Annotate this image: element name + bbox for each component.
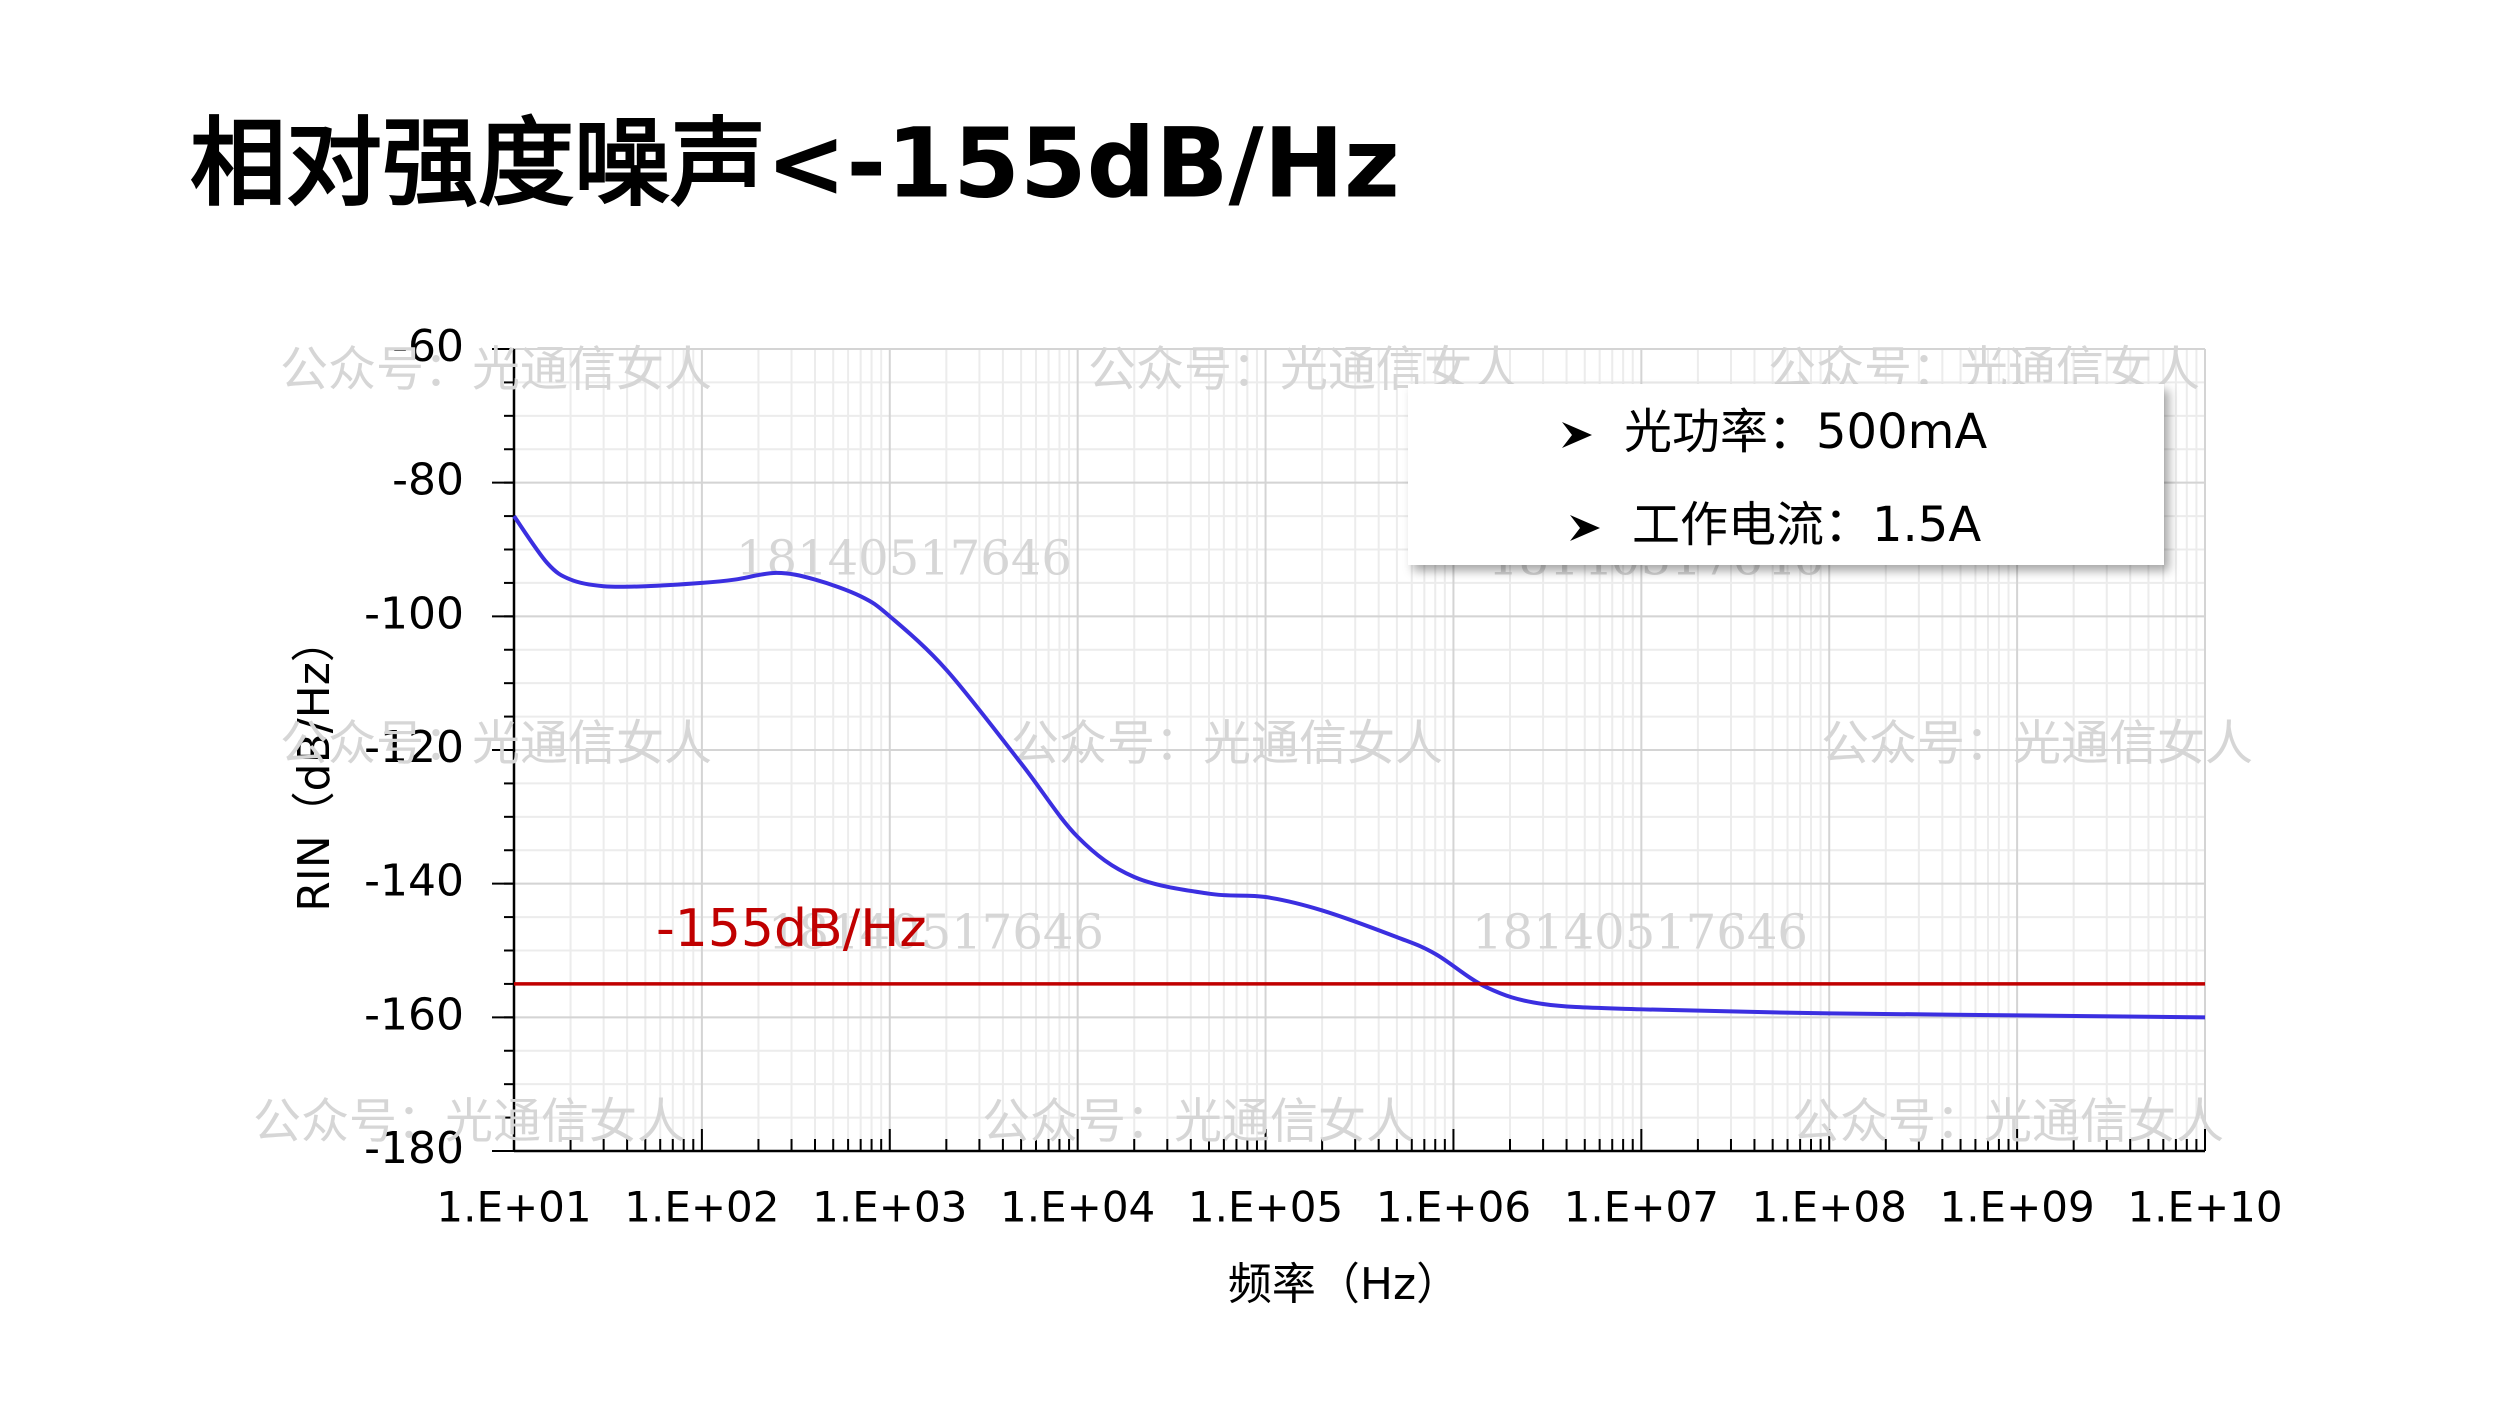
- y-tick-label: -60: [392, 321, 464, 372]
- y-tick-label: -120: [364, 722, 464, 773]
- x-tick-label: 1.E+10: [2127, 1183, 2282, 1232]
- y-tick-label: -160: [364, 989, 464, 1040]
- x-tick-label: 1.E+08: [1752, 1183, 1907, 1232]
- y-tick-label: -180: [364, 1123, 464, 1174]
- watermark: 18140517646: [736, 531, 1072, 587]
- watermark: 18140517646: [1472, 905, 1808, 961]
- x-tick-label: 1.E+09: [1939, 1183, 2094, 1232]
- x-tick-label: 1.E+03: [812, 1183, 967, 1232]
- x-tick-label: 1.E+06: [1376, 1183, 1531, 1232]
- annotation: -155dB/Hz: [656, 899, 927, 959]
- x-axis-title: 频率（Hz）: [1228, 1259, 1460, 1310]
- watermark: 公众号：光通信女人: [1821, 716, 2253, 772]
- watermark: 18140517646: [768, 905, 1104, 961]
- y-tick-label: -140: [364, 856, 464, 907]
- watermark: 公众号：光通信女人: [1792, 1094, 2224, 1150]
- bullet-arrow: [1562, 422, 1592, 448]
- watermark: 公众号：光通信女人: [280, 342, 712, 398]
- watermark: 公众号：光通信女人: [253, 1094, 685, 1150]
- watermark: 公众号：光通信女人: [982, 1094, 1414, 1150]
- y-tick-label: -100: [364, 588, 464, 639]
- x-tick-label: 1.E+04: [1000, 1183, 1155, 1232]
- x-tick-label: 1.E+05: [1188, 1183, 1343, 1232]
- series-line: [512, 514, 2206, 1020]
- x-tick-label: 1.E+07: [1564, 1183, 1719, 1232]
- y-axis-title: RIN（dB/Hz）: [289, 618, 340, 912]
- legend-box: [1408, 384, 2164, 565]
- y-tick-label: -80: [392, 455, 464, 506]
- legend-text: 光功率：500mA: [1624, 404, 1987, 460]
- bullet-arrow: [1570, 515, 1600, 541]
- watermark: 公众号：光通信女人: [280, 716, 712, 772]
- legend-text: 工作电流：1.5A: [1632, 497, 1981, 553]
- slide-title: 相对强度噪声<-155dB/Hz: [190, 107, 1400, 219]
- watermark: 公众号：光通信女人: [1011, 716, 1443, 772]
- x-tick-label: 1.E+01: [436, 1183, 591, 1232]
- x-tick-label: 1.E+02: [624, 1183, 779, 1232]
